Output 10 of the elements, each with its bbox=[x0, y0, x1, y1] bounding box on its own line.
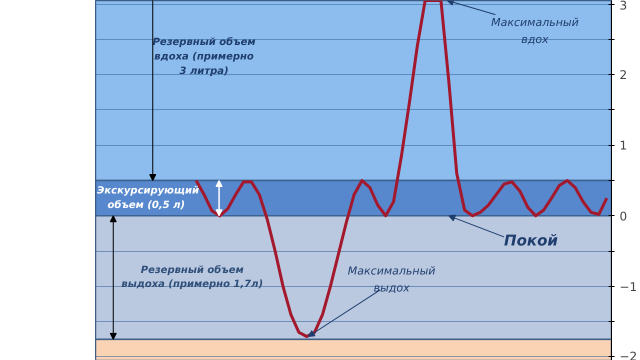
y-tick-label: 3 bbox=[620, 0, 628, 12]
y-tick-label: 1 bbox=[620, 138, 628, 153]
annotation: Покой bbox=[504, 232, 558, 250]
y-tick-label: −1 bbox=[620, 280, 638, 294]
band-label: Резервный объем выдоха (примерно 1,7л) bbox=[121, 264, 264, 290]
annotation: Максимальный вдох bbox=[491, 16, 579, 46]
band-label: Экскурсирующий объем (0,5 л) bbox=[97, 185, 199, 211]
y-tick-label: 2 bbox=[620, 68, 628, 82]
y-tick-label: 0 bbox=[620, 209, 628, 224]
annotation: Максимальный выдох bbox=[348, 264, 436, 294]
